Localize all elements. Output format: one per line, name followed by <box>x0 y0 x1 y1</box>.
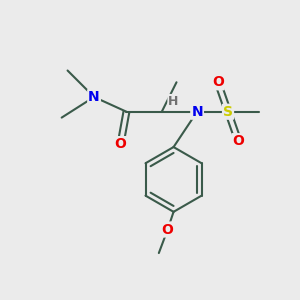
Text: O: O <box>115 137 127 151</box>
Text: O: O <box>232 134 244 148</box>
Text: N: N <box>88 90 100 104</box>
Text: O: O <box>162 223 174 236</box>
Text: S: S <box>223 105 233 119</box>
Text: N: N <box>191 105 203 119</box>
Text: H: H <box>168 95 179 108</box>
Text: O: O <box>212 75 224 89</box>
